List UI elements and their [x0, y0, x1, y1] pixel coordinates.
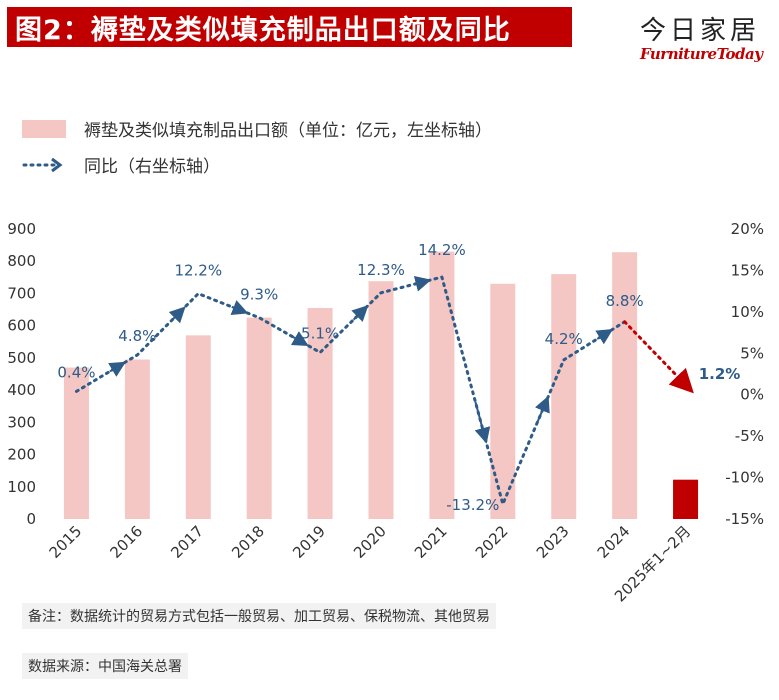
right-axis: -15% -10% -5% 0% 5% 10% 15% 20%	[725, 220, 764, 528]
bar-series	[63, 251, 699, 520]
bar	[673, 479, 699, 519]
x-tick-label: 2023	[533, 522, 573, 562]
legend-bar-label: 褥垫及类似填充制品出口额（单位：亿元，左坐标轴）	[84, 121, 492, 141]
legend-line-label: 同比（右坐标轴）	[84, 157, 220, 177]
left-tick-label: 500	[7, 349, 36, 367]
legend-line-swatch	[22, 157, 63, 172]
right-tick-label: 10%	[731, 303, 764, 321]
bar	[124, 359, 150, 519]
footnote: 备注：数据统计的贸易方式包括一般贸易、加工贸易、保税物流、其他贸易	[22, 603, 496, 629]
data-label: 5.1%	[301, 324, 339, 342]
right-tick-label: 20%	[731, 220, 764, 238]
bar	[246, 317, 272, 519]
data-label: 9.3%	[240, 286, 278, 304]
left-tick-label: 0	[26, 510, 36, 528]
line-arrow	[534, 395, 550, 426]
right-tick-label: -15%	[725, 510, 764, 528]
yoy-line	[74, 275, 627, 506]
right-tick-label: -10%	[725, 469, 764, 487]
left-tick-label: 200	[7, 446, 36, 464]
right-tick-label: 5%	[740, 344, 764, 362]
forecast-line	[623, 320, 694, 394]
bar	[612, 252, 638, 519]
x-tick-label: 2020	[350, 522, 390, 562]
left-tick-label: 900	[7, 220, 36, 238]
bar	[551, 274, 577, 519]
data-label: 4.2%	[545, 330, 583, 348]
title-banner: 图2：褥垫及类似填充制品出口额及同比	[7, 7, 572, 47]
data-label: 8.8%	[606, 292, 644, 310]
brand-logo: FurnitureToday	[640, 45, 763, 63]
data-label: 1.2%	[699, 365, 741, 383]
line-arrow	[230, 300, 249, 315]
line-arrow	[595, 328, 614, 345]
left-tick-label: 300	[7, 413, 36, 431]
page-title: 图2：褥垫及类似填充制品出口额及同比	[15, 14, 511, 46]
line-arrow	[474, 401, 491, 444]
legend-item-bar: 褥垫及类似填充制品出口额（单位：亿元，左坐标轴）	[22, 116, 492, 141]
line-arrow	[290, 331, 309, 346]
line-arrow	[413, 276, 432, 292]
line-series	[74, 275, 694, 506]
left-tick-label: 100	[7, 478, 36, 496]
legend-bar-swatch	[22, 119, 66, 138]
data-source: 数据来源：中国海关总署	[22, 653, 188, 679]
left-tick-label: 600	[7, 317, 36, 335]
x-tick-label: 2022	[472, 522, 512, 562]
bar	[185, 335, 211, 519]
bar	[429, 251, 455, 520]
x-tick-label: 2019	[289, 522, 329, 562]
x-tick-label: 2024	[594, 522, 634, 562]
x-tick-label: 2021	[411, 522, 451, 562]
x-tick-label: 2018	[228, 522, 268, 562]
data-label: 12.2%	[174, 262, 222, 280]
bar	[368, 281, 394, 519]
brand-name: 今日家居	[640, 16, 761, 46]
x-tick-label: 2016	[106, 522, 146, 562]
data-labels: 0.4% 4.8% 12.2% 9.3% 5.1% 12.3% 14.2% -13.2% 4.2…	[57, 241, 740, 514]
bar	[490, 283, 516, 519]
right-tick-label: 15%	[731, 261, 764, 279]
x-axis: 2015 2016 2017 2018 2019 2020 2021 2022 2023 2024…	[46, 522, 695, 605]
left-axis: 0 100 200 300 400 500 600 700 800 900	[7, 220, 36, 528]
data-label: 12.3%	[357, 261, 405, 279]
left-tick-label: 400	[7, 381, 36, 399]
legend-item-line: 同比（右坐标轴）	[22, 152, 220, 177]
line-arrow	[168, 306, 186, 324]
left-tick-label: 800	[7, 252, 36, 270]
line-arrow	[351, 305, 369, 323]
bar	[307, 307, 333, 519]
x-tick-label: 2017	[167, 522, 207, 562]
data-label: 0.4%	[57, 363, 95, 381]
x-tick-label: 2015	[46, 522, 86, 562]
right-tick-label: 0%	[740, 386, 764, 404]
data-label: -13.2%	[446, 496, 499, 514]
data-label: 4.8%	[118, 327, 156, 345]
data-label: 14.2%	[418, 241, 466, 259]
right-tick-label: -5%	[735, 427, 764, 445]
line-arrow	[108, 361, 126, 377]
left-tick-label: 700	[7, 284, 36, 302]
